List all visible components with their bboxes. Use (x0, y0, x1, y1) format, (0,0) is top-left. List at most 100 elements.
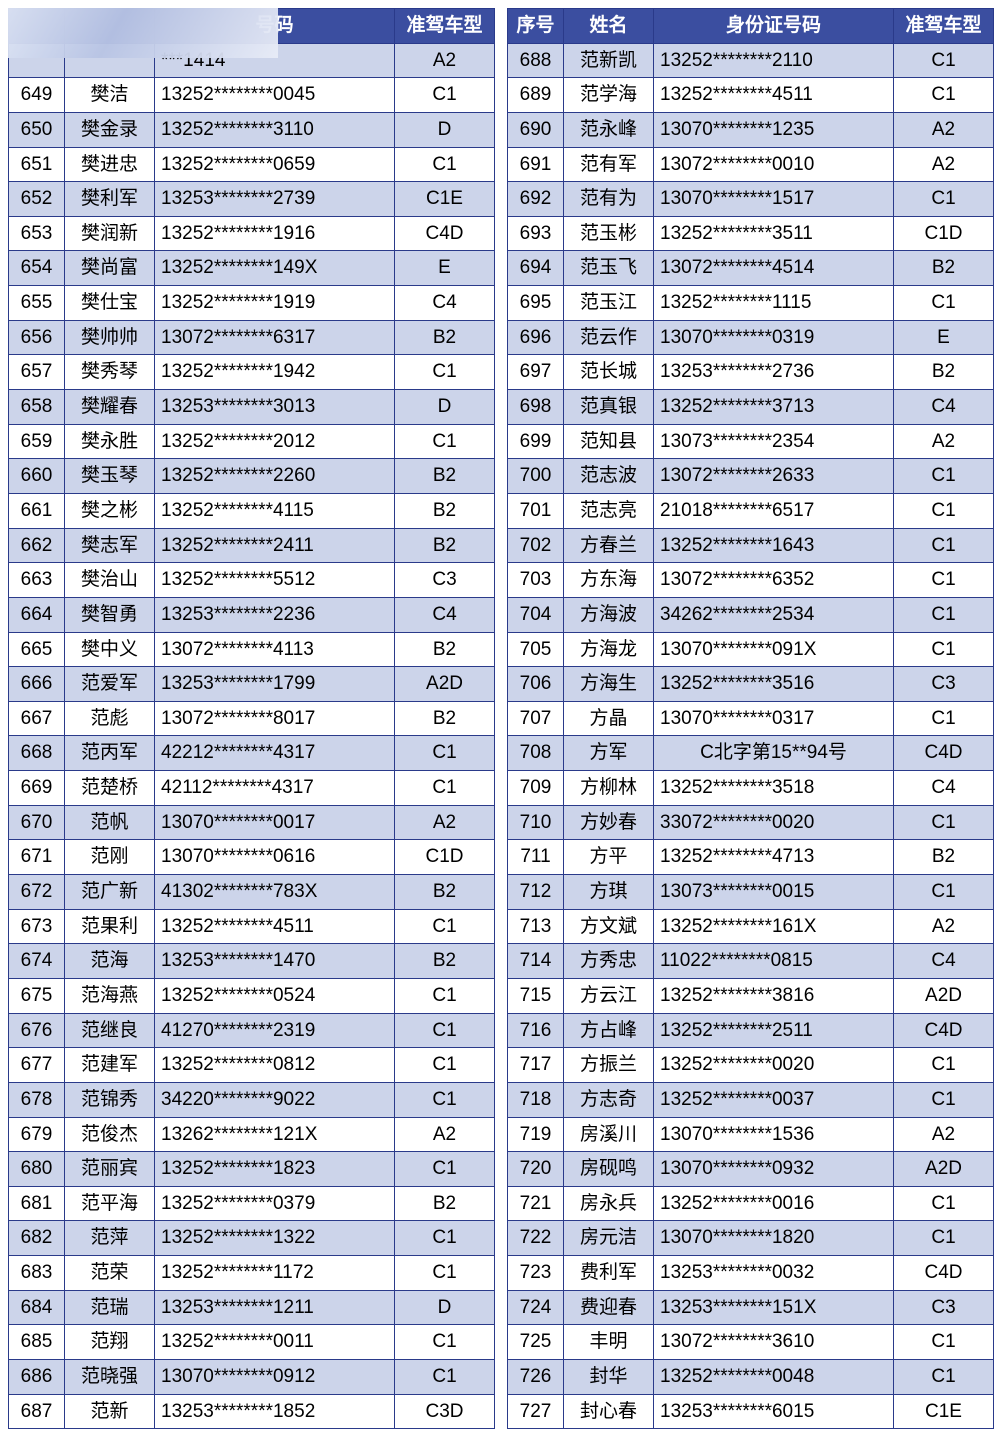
header-id: 身份证号码 (654, 9, 894, 44)
cell-type: C1 (395, 424, 495, 459)
cell-type: D (395, 390, 495, 425)
cell-type: A2D (395, 667, 495, 702)
cell-name: 封心春 (564, 1394, 654, 1429)
table-row: 661樊之彬13252********4115B2 (9, 493, 495, 528)
cell-seq: 723 (508, 1256, 564, 1291)
cell-type: B2 (395, 701, 495, 736)
cell-id: 13252********1643 (654, 528, 894, 563)
cell-seq: 679 (9, 1117, 65, 1152)
table-row: 692范有为13070********1517C1 (508, 182, 994, 217)
cell-name: 范俊杰 (65, 1117, 155, 1152)
cell-id: 13072********2633 (654, 459, 894, 494)
cell-name: 丰明 (564, 1325, 654, 1360)
cell-id: 41270********2319 (155, 1013, 395, 1048)
cell-name: 范刚 (65, 840, 155, 875)
cell-name: 樊智勇 (65, 597, 155, 632)
cell-id: 41302********783X (155, 875, 395, 910)
cell-type: B2 (894, 840, 994, 875)
cell-seq: 722 (508, 1221, 564, 1256)
table-row: 689范学海13252********4511C1 (508, 78, 994, 113)
cell-type: A2 (395, 805, 495, 840)
table-row: 697范长城13253********2736B2 (508, 355, 994, 390)
header-name: 姓名 (564, 9, 654, 44)
table-row: 691范有军13072********0010A2 (508, 147, 994, 182)
table-row: 665樊中义13072********4113B2 (9, 632, 495, 667)
cell-name: 范楚桥 (65, 771, 155, 806)
table-row: 676范继良41270********2319C1 (9, 1013, 495, 1048)
cell-type: C1 (894, 459, 994, 494)
cell-seq: 659 (9, 424, 65, 459)
cell-name: 范玉江 (564, 286, 654, 321)
table-row: 703方东海13072********6352C1 (508, 563, 994, 598)
cell-seq: 663 (9, 563, 65, 598)
cell-seq: 714 (508, 944, 564, 979)
cell-id: 13252********0048 (654, 1359, 894, 1394)
cell-name: 范帆 (65, 805, 155, 840)
cell-type: D (395, 1290, 495, 1325)
left-table: 号码 准驾车型 ***1414A2649樊洁13252********0045C… (8, 8, 495, 1429)
cell-id: 13252********3110 (155, 112, 395, 147)
cell-type: B2 (395, 320, 495, 355)
cell-name: 樊仕宝 (65, 286, 155, 321)
cell-name: 樊进忠 (65, 147, 155, 182)
cell-id: ***1414 (155, 43, 395, 78)
table-row: 655樊仕宝13252********1919C4 (9, 286, 495, 321)
cell-name: 范真银 (564, 390, 654, 425)
cell-type: A2 (894, 1117, 994, 1152)
table-row: 660樊玉琴13252********2260B2 (9, 459, 495, 494)
cell-seq: 712 (508, 875, 564, 910)
cell-seq: 678 (9, 1082, 65, 1117)
cell-type: C1 (894, 1325, 994, 1360)
cell-name: 范荣 (65, 1256, 155, 1291)
cell-id: 13070********0317 (654, 701, 894, 736)
cell-type: B2 (395, 528, 495, 563)
cell-type: A2 (894, 112, 994, 147)
cell-type: C4D (894, 736, 994, 771)
cell-name: 樊中义 (65, 632, 155, 667)
cell-name: 樊耀春 (65, 390, 155, 425)
cell-name: 方晶 (564, 701, 654, 736)
table-row: 699范知县13073********2354A2 (508, 424, 994, 459)
cell-seq: 655 (9, 286, 65, 321)
cell-id: 42212********4317 (155, 736, 395, 771)
cell-type: C1 (894, 78, 994, 113)
cell-name: 方振兰 (564, 1048, 654, 1083)
cell-id: 13252********3713 (654, 390, 894, 425)
cell-name: 范有军 (564, 147, 654, 182)
cell-id: 13070********0932 (654, 1152, 894, 1187)
cell-type: B2 (395, 632, 495, 667)
cell-id: 13070********0017 (155, 805, 395, 840)
cell-seq (9, 43, 65, 78)
cell-seq: 682 (9, 1221, 65, 1256)
cell-seq: 692 (508, 182, 564, 217)
cell-type: C1 (894, 1186, 994, 1221)
cell-id: 13070********1820 (654, 1221, 894, 1256)
cell-id: 34220********9022 (155, 1082, 395, 1117)
cell-id: 13072********6317 (155, 320, 395, 355)
table-row: 707方晶13070********0317C1 (508, 701, 994, 736)
cell-id: 13253********3013 (155, 390, 395, 425)
table-row: 716方占峰13252********2511C4D (508, 1013, 994, 1048)
cell-seq: 693 (508, 216, 564, 251)
cell-name: 方平 (564, 840, 654, 875)
table-row: 680范丽宾13252********1823C1 (9, 1152, 495, 1187)
cell-seq: 713 (508, 909, 564, 944)
cell-seq: 687 (9, 1394, 65, 1429)
cell-type: C4 (395, 597, 495, 632)
cell-type: C1 (395, 355, 495, 390)
cell-seq: 667 (9, 701, 65, 736)
table-row: 717方振兰13252********0020C1 (508, 1048, 994, 1083)
cell-id: 13253********6015 (654, 1394, 894, 1429)
cell-name: 范志亮 (564, 493, 654, 528)
table-row: 656樊帅帅13072********6317B2 (9, 320, 495, 355)
table-row: 690范永峰13070********1235A2 (508, 112, 994, 147)
cell-name: 范爱军 (65, 667, 155, 702)
cell-type: C1 (395, 1152, 495, 1187)
cell-name: 房永兵 (564, 1186, 654, 1221)
cell-seq: 668 (9, 736, 65, 771)
table-row: 709方柳林13252********3518C4 (508, 771, 994, 806)
cell-seq: 689 (508, 78, 564, 113)
cell-seq: 675 (9, 978, 65, 1013)
cell-name: 范有为 (564, 182, 654, 217)
cell-id: 13072********4514 (654, 251, 894, 286)
